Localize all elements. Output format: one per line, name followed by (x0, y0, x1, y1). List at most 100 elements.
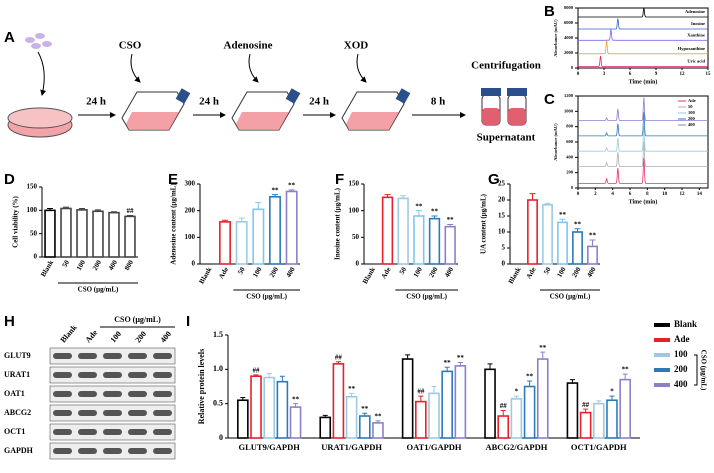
x-tick-label: Ade (525, 266, 538, 280)
band (53, 372, 72, 378)
y-axis-label: UA content (μg/mL) (480, 193, 488, 254)
bar (92, 210, 104, 258)
trace-label: Uric acid (687, 59, 705, 64)
bar (60, 207, 72, 258)
x-tick-label: 0 (577, 72, 580, 77)
x-axis-label: Time (min) (629, 198, 658, 205)
bar (237, 399, 249, 439)
band (53, 448, 72, 454)
error-bar (415, 210, 422, 216)
error-bar (418, 395, 424, 402)
bar (606, 399, 618, 439)
column-label: 100 (109, 329, 124, 344)
row-label: GAPDH (4, 446, 34, 455)
legend-label: 100 (688, 110, 696, 115)
bar (358, 415, 371, 439)
significance: ** (292, 395, 300, 403)
trace-label: Adenosine (685, 9, 705, 14)
bar (523, 385, 536, 439)
significance: ** (526, 373, 534, 381)
x-tick-label: 6 (629, 72, 632, 77)
x-tick-label: 8 (646, 192, 649, 197)
bar (263, 376, 276, 439)
error-bar (622, 373, 628, 380)
trace (578, 158, 708, 184)
y-tick-label: 0 (571, 65, 574, 70)
error-bar (569, 379, 575, 384)
row-label: URAT1 (4, 370, 30, 379)
x-tick-label: 800 (123, 258, 135, 272)
bar (557, 221, 568, 265)
legend-label: Ade (688, 98, 696, 103)
panel-label: H (4, 313, 15, 330)
band (78, 353, 97, 359)
x-tick-label: 50 (542, 265, 553, 275)
band (103, 391, 122, 397)
y-tick-label: 1000 (564, 108, 574, 113)
axes (199, 184, 300, 265)
error-bar (47, 207, 53, 211)
legend-label: 200 (688, 116, 696, 121)
error-bar (559, 218, 566, 223)
significance: ** (374, 412, 382, 420)
trace (578, 112, 708, 137)
error-bar (405, 354, 411, 360)
arrow (37, 51, 47, 96)
bar (587, 245, 598, 265)
error-bar (444, 366, 450, 372)
x-tick-label: 400 (585, 265, 597, 279)
bar (219, 221, 231, 265)
legend-title: CSO (μg/mL) (699, 350, 707, 391)
arrow (130, 53, 141, 83)
x-tick-label: 3 (603, 72, 606, 77)
band (103, 410, 122, 416)
band (78, 448, 97, 454)
bar (527, 199, 538, 265)
x-tick-label: 9 (655, 72, 658, 77)
flasks (121, 88, 411, 131)
significance: ** (415, 202, 423, 210)
column-label: Ade (84, 328, 100, 345)
error-bar (240, 396, 246, 401)
x-tick-label: 15 (706, 72, 712, 77)
time-label: 24 h (199, 96, 219, 108)
cap (285, 88, 301, 104)
step-label: Adenosine (224, 40, 273, 52)
x-tick-label: 14 (697, 192, 703, 197)
error-bar (527, 380, 533, 387)
x-tick-label: 200 (91, 258, 103, 272)
y-tick-label: 600 (566, 139, 574, 144)
band (153, 353, 172, 359)
y-tick-label: 6000 (564, 20, 574, 25)
axes (41, 187, 138, 258)
x-tick-label: 0 (577, 192, 580, 197)
bar (381, 196, 394, 265)
x-tick-label: 50 (61, 258, 72, 268)
x-tick-label: 400 (107, 258, 119, 272)
row-label: OAT1 (4, 389, 25, 398)
trace-label: Xanthine (687, 32, 705, 37)
bar (252, 208, 265, 265)
significance: ** (348, 385, 356, 393)
panel-label: C (544, 91, 555, 108)
bar (428, 392, 440, 439)
y-tick-label: 800 (566, 124, 574, 129)
legend-label: Blank (674, 319, 697, 329)
legend-label: 200 (674, 364, 688, 374)
error-bar (384, 194, 391, 198)
band (78, 372, 97, 378)
significance: ** (361, 405, 369, 413)
x-axis-label: CSO (μg/mL) (78, 286, 119, 294)
dish (7, 107, 73, 138)
column-label: Blank (59, 323, 79, 345)
western-blot: CSO (μg/mL) Blank Ade 100 200 400 GLUT9 URAT1 OA… (4, 315, 176, 460)
x-axis-label: CSO (μg/mL) (550, 293, 591, 301)
step-label: Centrifugation (471, 60, 541, 72)
axes (363, 184, 458, 265)
significance: ** (288, 181, 296, 189)
cap (175, 88, 191, 104)
band (128, 372, 147, 378)
x-axis-label: Time (min) (629, 78, 658, 85)
x-tick-label: 50 (236, 265, 247, 275)
x-tick-label: 400 (285, 265, 297, 279)
